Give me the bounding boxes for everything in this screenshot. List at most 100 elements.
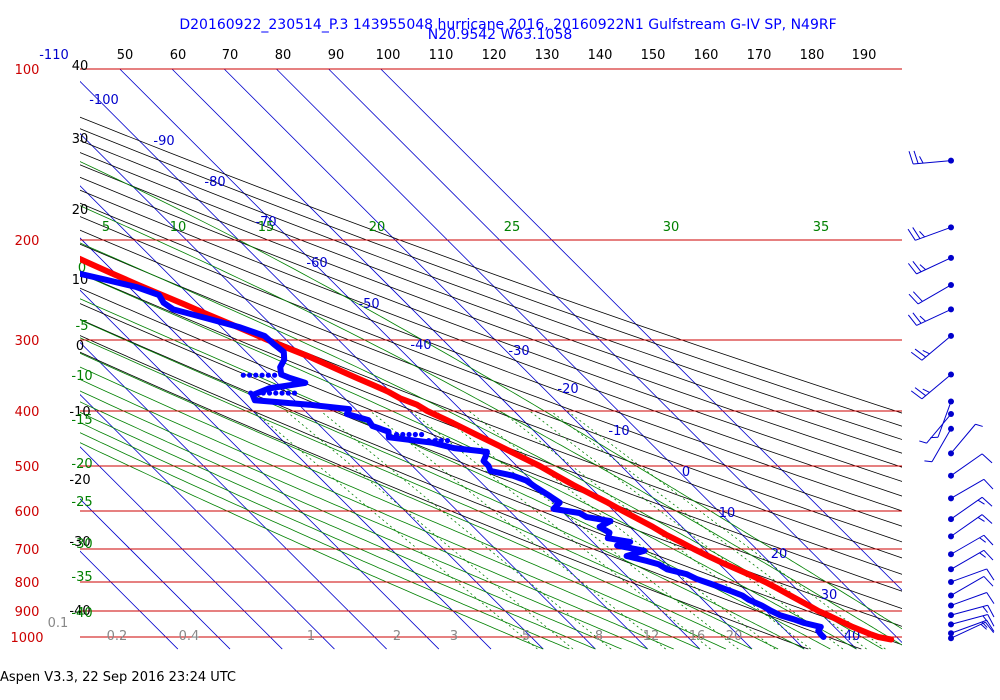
wind-barb-feather — [908, 151, 914, 165]
dewpoint-point — [418, 431, 425, 438]
moist-adiabat-line — [80, 411, 622, 650]
moist-adiabat-label: 10 — [170, 220, 187, 235]
isotherm-line — [380, 68, 902, 591]
isotherm-label: -20 — [557, 382, 578, 397]
dewpoint-point — [272, 372, 278, 378]
left-axis-label: 30 — [72, 132, 89, 147]
top-axis-label: 120 — [482, 48, 507, 63]
moist-adiabat-line — [80, 161, 902, 630]
wind-barbs — [907, 150, 995, 642]
wind-barb-feather — [987, 605, 995, 618]
isotherm-line — [80, 341, 387, 650]
top-axis-label: 70 — [222, 48, 239, 63]
dry-adiabat-line — [80, 287, 902, 610]
wind-barb-feather — [982, 606, 988, 613]
wind-barb-staff — [926, 413, 952, 444]
isotherm-line — [80, 80, 648, 650]
dewpoint-point — [406, 431, 412, 438]
pressure-tick-label: 100 — [15, 63, 40, 78]
wind-barb — [908, 150, 954, 165]
wind-barb-feather — [987, 614, 995, 627]
wind-barb-staff — [950, 549, 985, 570]
wind-barb-feather — [922, 388, 930, 393]
mixing-ratio-label: 0.4 — [179, 629, 200, 644]
footer-text: Aspen V3.3, 22 Sep 2016 23:24 UTC — [0, 670, 237, 685]
dewpoint-point — [246, 372, 253, 378]
mixing-ratio-label: 12 — [643, 629, 660, 644]
moist-adiabat-line — [80, 205, 902, 646]
mixing-ratio-label: 1 — [307, 629, 315, 644]
dry-adiabat-line — [80, 318, 902, 646]
wind-barb-staff — [950, 619, 987, 634]
isotherm-line — [80, 550, 179, 650]
wind-barb — [948, 453, 993, 479]
isotherm-line — [119, 68, 701, 650]
wind-barb-feather — [983, 576, 994, 587]
wind-barb — [908, 281, 954, 305]
moist-adiabat-line — [80, 273, 857, 650]
wind-barb-feather — [977, 517, 985, 522]
isotherm-line — [171, 68, 753, 650]
pressure-tick-label: 200 — [15, 234, 40, 249]
moist-adiabat-label: -5 — [76, 319, 89, 334]
moist-adiabat-label: -15 — [71, 413, 92, 428]
isotherm-label: -10 — [608, 424, 629, 439]
dewpoint-point — [426, 437, 432, 444]
wind-barb — [948, 496, 993, 523]
wind-barb — [948, 621, 995, 642]
moist-adiabat-label: 25 — [504, 220, 521, 235]
wind-barb-feather — [981, 514, 993, 524]
wind-barb-feather — [914, 387, 927, 397]
dry-adiabat-line — [80, 152, 902, 454]
left-axis-label: -20 — [69, 473, 90, 488]
moist-adiabat-label: -35 — [71, 570, 92, 585]
top-axis-label: 170 — [747, 48, 772, 63]
dewpoint-point — [279, 390, 285, 396]
mixing-ratio-line — [567, 410, 886, 650]
isotherm-line — [276, 68, 857, 650]
mixing-ratio-label: 8 — [595, 629, 603, 644]
left-axis-label: -40 — [69, 604, 90, 619]
dewpoint-point — [438, 437, 444, 444]
isotherm-label: -40 — [410, 338, 431, 353]
wind-barb — [924, 425, 954, 463]
wind-barb-feather — [912, 227, 921, 239]
temperature-trace — [80, 255, 895, 643]
wind-barb-feather — [981, 453, 993, 464]
left-axis-label: -10 — [69, 405, 90, 420]
wind-barb-staff — [916, 257, 952, 275]
isotherm-line — [80, 446, 283, 650]
wind-barb — [910, 371, 954, 400]
wind-barb-feather — [919, 315, 926, 322]
isotherm-label: -60 — [306, 256, 327, 271]
isotherm-line — [80, 394, 335, 650]
wind-barb-feather — [986, 620, 995, 632]
moist-adiabat-line — [80, 422, 596, 650]
moist-adiabat-line — [80, 390, 674, 650]
dry-adiabat-line — [80, 272, 902, 592]
wind-barb-staff — [950, 576, 985, 596]
moist-adiabat-line — [80, 366, 727, 650]
isotherm-label: 40 — [844, 629, 861, 644]
mixing-ratio-line — [253, 410, 538, 650]
pressure-tick-label: 600 — [15, 505, 40, 520]
isotherm-label: -70 — [255, 215, 276, 230]
isotherm-line — [223, 68, 805, 650]
wind-barb-feather — [924, 460, 933, 463]
moist-adiabat-label: -25 — [71, 495, 92, 510]
wind-barb-staff — [915, 226, 952, 241]
mixing-ratio-label: 0.2 — [107, 629, 128, 644]
dry-adiabat-line — [80, 351, 809, 650]
wind-barb — [948, 568, 995, 585]
dry-adiabat-line — [80, 116, 902, 414]
wind-barb — [948, 604, 995, 619]
wind-barb-staff — [931, 428, 952, 462]
wind-barb — [907, 224, 954, 241]
chart-title: D20160922_230514_P.3 143955048 hurricane… — [179, 17, 836, 33]
top-axis-label: 130 — [535, 48, 560, 63]
dewpoint-point — [240, 372, 246, 378]
isotherm-label: 10 — [719, 506, 736, 521]
dry-adiabat-line — [80, 128, 902, 427]
isotherm-label: -30 — [508, 344, 529, 359]
